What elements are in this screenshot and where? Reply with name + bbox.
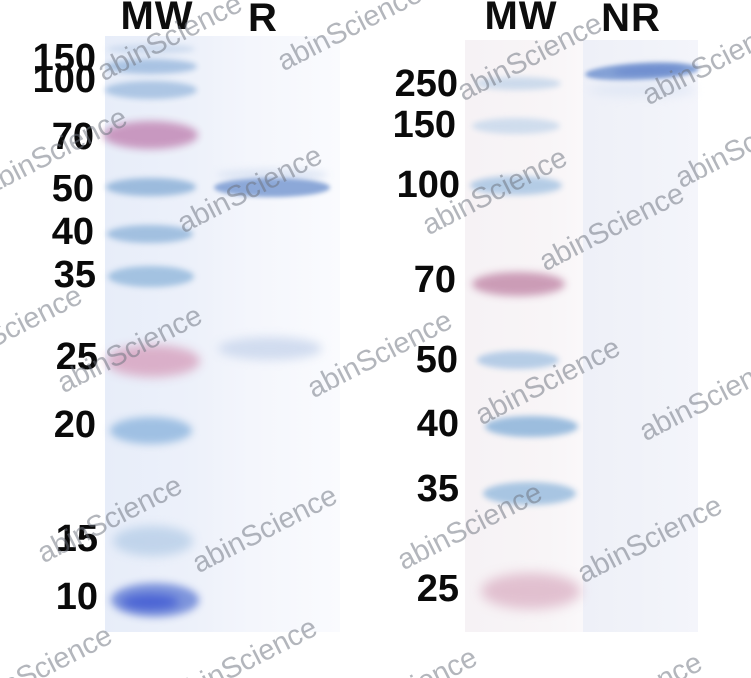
left-gel-band-mw — [107, 44, 195, 54]
right-gel-band-core — [612, 63, 686, 78]
right-gel-lane-header-nr: NR — [601, 0, 661, 40]
left-gel-band-r — [214, 178, 330, 197]
watermark-text: abinScience — [0, 619, 118, 678]
right-gel-band-100 — [470, 176, 562, 195]
right-gel-mw-label-35: 35 — [416, 468, 459, 510]
left-gel-mw-label-50: 50 — [51, 168, 94, 210]
left-gel-band-core — [121, 594, 179, 610]
left-gel-band-40 — [107, 225, 193, 243]
left-gel-mw-label-150: 150 — [32, 37, 96, 79]
right-gel-band-70 — [472, 272, 565, 296]
left-gel-mw-label-40: 40 — [51, 211, 94, 253]
left-gel-mw-label-10: 10 — [55, 576, 98, 618]
left-gel-band-100 — [105, 81, 197, 99]
right-gel-mw-label-40: 40 — [416, 403, 459, 445]
left-gel-lane-header-r: R — [248, 0, 278, 40]
left-gel-mw-label-15: 15 — [55, 518, 98, 560]
left-gel-band-15 — [113, 526, 193, 556]
right-gel-lane-background-1 — [583, 40, 698, 632]
left-gel-band-150 — [105, 59, 197, 74]
right-gel-lane-header-mw: MW — [484, 0, 558, 38]
left-gel-mw-label-20: 20 — [53, 404, 96, 446]
left-gel-band-r — [218, 337, 322, 360]
right-gel-mw-label-70: 70 — [413, 259, 456, 301]
right-gel-band-35 — [483, 482, 576, 505]
left-gel-band-10 — [111, 583, 199, 617]
right-gel-mw-label-100: 100 — [396, 164, 460, 206]
right-gel-mw-label-50: 50 — [415, 339, 458, 381]
left-gel-mw-label-100: 100 — [32, 59, 96, 101]
left-gel-band-50 — [106, 178, 196, 196]
right-gel-band-nr — [588, 83, 696, 97]
left-gel-mw-label-70: 70 — [51, 116, 94, 158]
left-gel-band-r — [216, 169, 328, 181]
right-gel-band-150 — [472, 118, 560, 134]
watermark-text: abinScience — [327, 641, 482, 678]
left-gel-band-25 — [106, 345, 200, 377]
right-gel-lane-background-0 — [465, 40, 583, 632]
left-gel-band-35 — [108, 266, 194, 287]
right-gel-band-40 — [485, 416, 578, 437]
left-gel-mw-label-25: 25 — [55, 336, 98, 378]
right-gel-mw-label-250: 250 — [394, 63, 458, 105]
right-gel-band-50 — [477, 351, 559, 369]
watermark-text: abinScience — [552, 646, 707, 678]
left-gel-mw-label-35: 35 — [53, 254, 96, 296]
right-gel-mw-label-25: 25 — [416, 568, 459, 610]
left-gel-lane-header-mw: MW — [120, 0, 194, 38]
right-gel-band-25 — [481, 573, 581, 609]
right-gel-band-250 — [475, 77, 561, 90]
left-gel-band-70 — [103, 121, 198, 149]
right-gel-mw-label-150: 150 — [392, 104, 456, 146]
left-gel-band-20 — [110, 417, 192, 444]
